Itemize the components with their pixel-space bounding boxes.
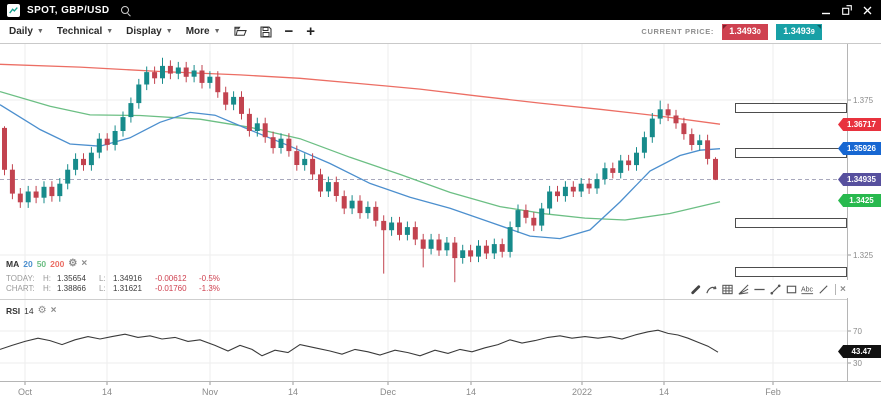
chevron-down-icon: ▼	[36, 28, 44, 35]
save-icon[interactable]	[259, 25, 272, 38]
timeframe-menu[interactable]: Daily ▼	[9, 26, 44, 37]
drawing-toolbar-close-icon[interactable]: ×	[840, 283, 846, 295]
chart-info-row: CHART: H: 1.38866 L: 1.31621 -0.01760 -1…	[6, 284, 225, 294]
more-menu[interactable]: More ▼	[185, 26, 221, 37]
rsi-label: RSI	[6, 305, 21, 316]
chart-label: CHART:	[6, 283, 35, 293]
x-tick-label: 14	[288, 387, 298, 397]
title-bar: SPOT, GBP/USD	[0, 0, 881, 20]
price-badge: 1.35926	[838, 142, 881, 155]
today-high: 1.35654	[57, 274, 86, 284]
current-price-label: CURRENT PRICE:	[641, 27, 714, 36]
window-controls	[822, 5, 874, 15]
display-menu[interactable]: Display ▼	[126, 26, 173, 37]
price-badge: 1.34935	[838, 173, 881, 186]
app-logo-icon	[7, 3, 20, 17]
diagonal-line-tool-icon[interactable]	[816, 282, 831, 297]
x-tick-label: Dec	[380, 387, 397, 397]
grid-tool-icon[interactable]	[720, 282, 735, 297]
ma-indicator-legend: MA 20 50 200 ⚙ ×	[6, 258, 87, 269]
rsi-remove-icon[interactable]: ×	[50, 305, 57, 316]
x-tick-label: 2022	[572, 387, 592, 397]
price-badge: 1.36717	[838, 118, 881, 131]
today-low: 1.34916	[113, 274, 142, 284]
ma-period-20: 20	[23, 258, 33, 269]
marker-tool-icon[interactable]	[688, 282, 703, 297]
chart-change: -0.01760	[155, 283, 187, 293]
drawn-rectangle[interactable]	[735, 218, 847, 228]
zoom-in-button[interactable]: +	[306, 23, 316, 40]
technical-menu[interactable]: Technical ▼	[56, 26, 114, 37]
x-tick-label: Feb	[765, 387, 781, 397]
ask-price-button[interactable]: 1.34939	[776, 23, 822, 40]
y-axis-label: 1.375	[853, 96, 874, 105]
rsi-level-label: 30	[853, 359, 862, 368]
rsi-level-label: 70	[853, 327, 862, 336]
rectangle-tool-icon[interactable]	[784, 282, 799, 297]
rsi-settings-gear-icon[interactable]: ⚙	[37, 305, 47, 316]
ma-period-200: 200	[50, 258, 65, 269]
minimize-button[interactable]	[822, 6, 831, 15]
chart-change-pct: -1.3%	[199, 283, 220, 293]
instrument-title: SPOT, GBP/USD	[27, 4, 110, 16]
open-folder-icon[interactable]	[233, 26, 247, 37]
zoom-out-button[interactable]: −	[284, 23, 294, 40]
drawn-rectangle[interactable]	[735, 267, 847, 277]
ma-settings-gear-icon[interactable]: ⚙	[68, 258, 78, 269]
rsi-period: 14	[24, 305, 34, 316]
y-axis-label: 1.325	[853, 251, 874, 260]
ma-50-line	[0, 90, 721, 221]
chart-low: 1.31621	[113, 283, 142, 293]
today-info-row: TODAY: H: 1.35654 L: 1.34916 -0.00612 -0…	[6, 274, 225, 284]
x-tick-label: Nov	[202, 387, 219, 397]
horizontal-line-tool-icon[interactable]	[752, 282, 767, 297]
ma-20-line	[0, 104, 721, 240]
close-button[interactable]	[863, 6, 872, 15]
ma-label: MA	[6, 258, 20, 269]
x-tick-label: 14	[102, 387, 112, 397]
chart-high: 1.38866	[57, 283, 86, 293]
ma-period-50: 50	[36, 258, 47, 269]
today-change-pct: -0.5%	[199, 274, 220, 284]
chart-toolbar: Daily ▼ Technical ▼ Display ▼ More ▼ − + CUR…	[0, 20, 881, 44]
curve-tool-icon[interactable]	[704, 282, 719, 297]
chevron-down-icon: ▼	[165, 28, 173, 35]
chevron-down-icon: ▼	[106, 28, 114, 35]
trend-line-tool-icon[interactable]	[768, 282, 783, 297]
price-badge: 1.3425	[838, 194, 881, 207]
fan-lines-tool-icon[interactable]	[736, 282, 751, 297]
today-label: TODAY:	[6, 274, 35, 284]
popout-button[interactable]	[842, 5, 852, 15]
ma-remove-icon[interactable]: ×	[81, 258, 88, 269]
candles	[2, 57, 718, 283]
drawn-rectangle[interactable]	[735, 148, 847, 158]
svg-text:Abc: Abc	[801, 286, 814, 293]
toolbar-separator	[835, 283, 836, 295]
current-price-area: CURRENT PRICE: 1.34930 1.34939	[641, 23, 872, 40]
rsi-value-badge: 43.47	[838, 345, 881, 358]
price-info-panel: TODAY: H: 1.35654 L: 1.34916 -0.00612 -0…	[6, 274, 225, 293]
rsi-line	[0, 329, 719, 357]
text-tool-icon[interactable]: Abc	[800, 282, 815, 297]
drawn-rectangle[interactable]	[735, 103, 847, 113]
x-tick-label: 14	[466, 387, 476, 397]
x-tick-label: Oct	[18, 387, 33, 397]
rsi-indicator-legend: RSI 14 ⚙ ×	[6, 305, 56, 316]
x-tick-label: 14	[659, 387, 669, 397]
today-change: -0.00612	[155, 274, 187, 284]
bid-price-button[interactable]: 1.34930	[722, 23, 768, 40]
chevron-down-icon: ▼	[213, 28, 221, 35]
search-icon[interactable]	[120, 5, 131, 16]
drawing-toolbar: Abc ×	[686, 280, 848, 298]
